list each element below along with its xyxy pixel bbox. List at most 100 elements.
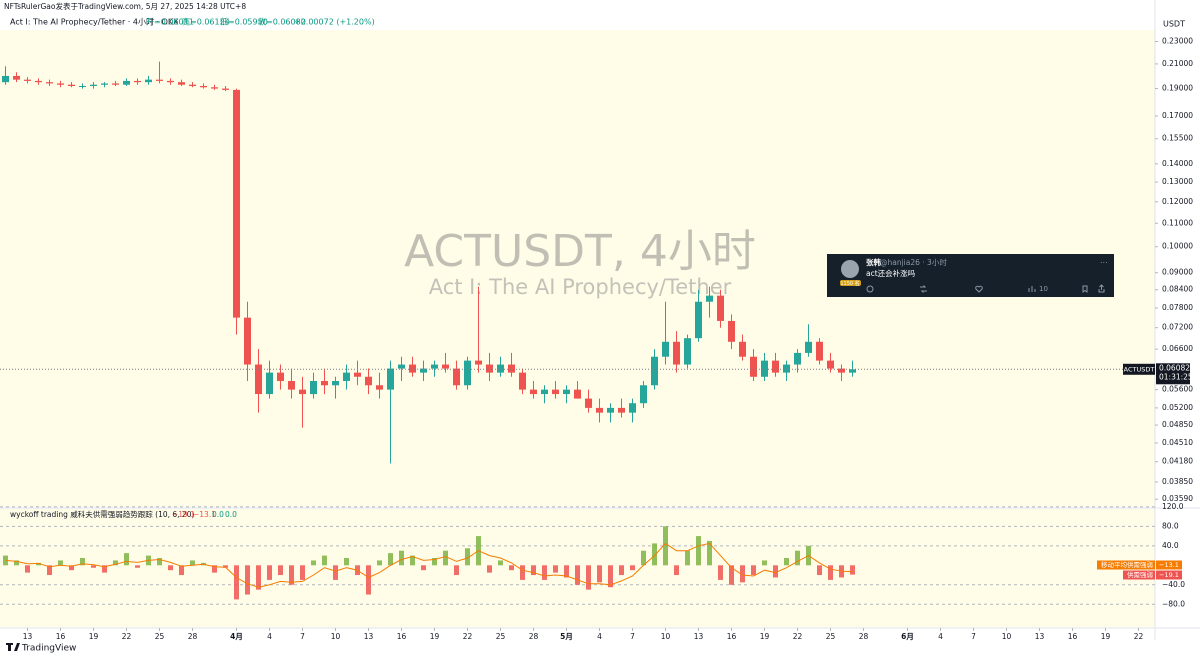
tweet-background: [827, 254, 1114, 297]
y-tick-label: 80.0: [1162, 521, 1179, 530]
y-tick-label: 40.0: [1162, 541, 1179, 550]
histogram-bar: [608, 565, 613, 588]
candle-body: [662, 341, 669, 357]
badge: 1150 名: [840, 280, 859, 287]
y-tick-label: 0.17000: [1162, 111, 1193, 120]
indicator-value: −13.1: [193, 510, 216, 519]
reply-icon[interactable]: [866, 285, 874, 293]
histogram-bar: [388, 553, 393, 566]
y-tick-label: 0.04180: [1162, 457, 1193, 466]
candle-body: [519, 372, 526, 390]
y-tick-label: 0.12000: [1162, 197, 1193, 206]
y-tick-label: 0.05200: [1162, 403, 1193, 412]
histogram-bar: [25, 565, 30, 573]
legend-name: 供需强弱: [1127, 570, 1153, 579]
footer: TradingView: [6, 643, 76, 654]
x-tick-label: 28: [188, 632, 198, 641]
histogram-bar: [421, 565, 426, 571]
histogram-bar: [498, 560, 503, 566]
watermark-title: ACTUSDT, 4小时: [404, 226, 756, 277]
like-icon[interactable]: [975, 285, 983, 293]
tweet-name: 张韩: [866, 257, 881, 267]
x-tick-label: 10: [331, 632, 341, 641]
histogram-bar: [432, 558, 437, 566]
candle-body: [673, 341, 680, 365]
candle-body: [68, 84, 75, 86]
y-tick-label: 0.07800: [1162, 303, 1193, 312]
candle-body: [486, 364, 493, 373]
x-tick-label: 16: [1068, 632, 1078, 641]
histogram-bar: [553, 565, 558, 573]
histogram-bar: [454, 565, 459, 576]
histogram-bar: [212, 565, 217, 573]
y-tick-label: 0.03850: [1162, 477, 1193, 486]
candle-body: [453, 368, 460, 386]
histogram-bar: [641, 550, 646, 566]
candle-body: [475, 360, 482, 365]
x-tick-label: 5月: [560, 632, 573, 641]
histogram-bar: [399, 550, 404, 566]
logo: [6, 643, 20, 651]
y-tick-label: 0.04510: [1162, 438, 1193, 447]
symbol-tag: ACTUSDT: [1124, 365, 1155, 373]
x-tick-label: 7: [630, 632, 635, 641]
more[interactable]: ···: [1100, 259, 1108, 268]
share-icon[interactable]: [1098, 284, 1105, 293]
histogram-bar: [289, 565, 294, 585]
candle-body: [816, 341, 823, 361]
x-tick-label: 16: [56, 632, 66, 641]
candle-body: [838, 368, 845, 373]
legend-value: −19.1: [1159, 571, 1179, 579]
candle-body: [607, 407, 614, 413]
candle-body: [827, 360, 834, 369]
candle-body: [398, 364, 405, 369]
histogram-bar: [443, 550, 448, 566]
watermark-subtitle: Act I: The AI Prophecy/Tether: [429, 275, 732, 299]
histogram-bar: [256, 565, 261, 590]
avatar: [841, 260, 859, 278]
histogram-bar: [564, 565, 569, 578]
histogram-bar: [465, 548, 470, 566]
tweet-card[interactable]: 1150 名 张韩 @hanjia26 · 3小时 act还会补涨吗 ··· 1…: [827, 254, 1114, 297]
tweet-handle: @hanjia26 · 3小时: [880, 257, 947, 267]
currency: USDT: [1163, 20, 1185, 29]
x-tick-label: 19: [1101, 632, 1111, 641]
retweet-icon[interactable]: [920, 285, 927, 293]
ma-line: [5, 542, 853, 588]
histogram-bar: [531, 565, 536, 576]
ohlc-low: 低=0.05950: [220, 17, 268, 27]
y-tick-label: 0.13000: [1162, 177, 1193, 186]
candle-body: [409, 364, 416, 373]
candle-body: [277, 372, 284, 381]
legend-item: 移动平均供需强弱 −13.1: [1097, 560, 1182, 570]
bookmark-icon[interactable]: [1082, 285, 1088, 293]
x-tick-label: 22: [1134, 632, 1144, 641]
candle-body: [585, 398, 592, 408]
indicator-title: wyckoff trading 威科夫供需强弱趋势跟踪 (10, 6, 20): [10, 509, 194, 519]
histogram-bar: [817, 565, 822, 576]
candle-body: [508, 364, 515, 373]
y-tick-label: −80.0: [1162, 599, 1185, 608]
histogram-bar: [179, 565, 184, 576]
tweet-text: act还会补涨吗: [866, 268, 916, 278]
histogram-bar: [113, 560, 118, 566]
candle-body: [387, 368, 394, 390]
y-tick-label: 0.04850: [1162, 420, 1193, 429]
candle-body: [574, 389, 581, 399]
indicator-value: 0.0: [225, 510, 237, 519]
axes: 0.23000 0.21000 0.19000 0.17000 0.15500 0.140…: [0, 36, 1193, 641]
ohlc-open: 开=0.06011: [146, 18, 194, 27]
candle-body: [365, 376, 372, 386]
candle-body: [79, 85, 86, 87]
histogram-bar: [47, 565, 52, 576]
brand: TradingView: [21, 644, 76, 654]
badge-bg: [840, 280, 861, 286]
candle-body: [376, 385, 383, 390]
views-icon[interactable]: [1028, 286, 1036, 292]
candle-body: [596, 407, 603, 413]
candle-body: [772, 360, 779, 373]
candle-body: [24, 79, 31, 81]
y-tick-label: 0.19000: [1162, 84, 1193, 93]
